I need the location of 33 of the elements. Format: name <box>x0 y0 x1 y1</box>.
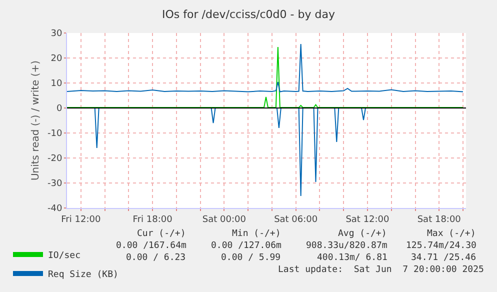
x-tick-label: Fri 18:00 <box>132 214 173 225</box>
legend-label: IO/sec <box>48 251 81 262</box>
text: Cur (-/+) <box>137 229 186 239</box>
text: 0.00 / 6.23 <box>126 253 186 263</box>
y-tick-label: 10 <box>50 79 62 90</box>
chart-title: IOs for /dev/cciss/c0d0 - by day <box>162 8 336 21</box>
y-tick-label: -40 <box>47 204 62 214</box>
y-tick-label: -30 <box>47 179 62 190</box>
text: Last update: Sat Jun 7 20:00:00 2025 <box>278 265 484 275</box>
y-tick-label: -20 <box>47 154 62 164</box>
text: 908.33u/820.87m <box>306 241 388 251</box>
text: 0.00 /127.06m <box>211 241 282 251</box>
y-tick-label: 20 <box>50 54 62 64</box>
x-tick-label: Fri 12:00 <box>61 214 101 225</box>
y-tick-label: 0 <box>56 104 62 114</box>
x-tick-label: Sat 06:00 <box>274 214 318 225</box>
text: Avg (-/+) <box>338 229 387 239</box>
text: 0.00 / 5.99 <box>221 253 281 263</box>
y-tick-label: 30 <box>50 29 62 40</box>
line-series <box>67 46 464 108</box>
line-series <box>67 44 464 92</box>
legend-label: Req Size (KB) <box>48 270 118 280</box>
text: 400.13m/ 6.81 <box>317 253 388 263</box>
text: Max (-/+) <box>427 229 476 239</box>
x-tick-label: Sat 00:00 <box>202 214 246 225</box>
text: Min (-/+) <box>232 229 281 239</box>
y-axis-title: Units read (-) / write (+) <box>30 60 42 181</box>
text: 125.74m/24.30 <box>406 241 476 251</box>
x-tick-label: Sat 18:00 <box>417 214 462 225</box>
x-tick-label: Sat 12:00 <box>346 214 390 225</box>
text: 0.00 /167.64m <box>116 241 186 251</box>
text: 34.71 /25.46 <box>411 253 476 263</box>
y-tick-label: -10 <box>47 129 62 140</box>
